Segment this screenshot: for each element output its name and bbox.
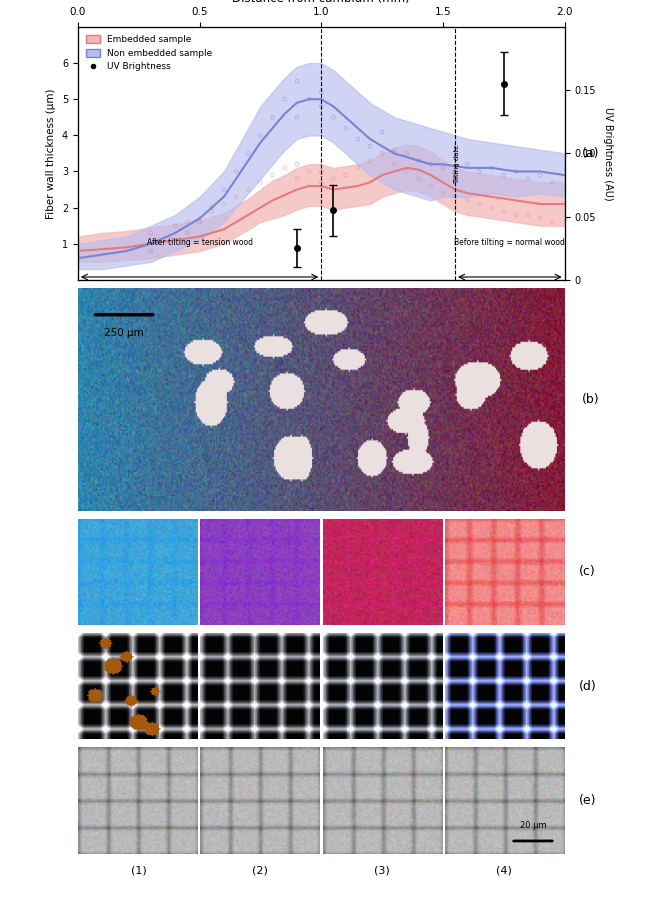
Text: (3): (3) bbox=[374, 866, 390, 876]
Point bbox=[365, 139, 375, 154]
Point bbox=[292, 157, 302, 172]
Text: After tilting = tension wood: After tilting = tension wood bbox=[147, 238, 252, 247]
Point bbox=[231, 164, 241, 179]
Point bbox=[267, 110, 278, 125]
Point bbox=[182, 215, 193, 229]
Point bbox=[498, 168, 509, 182]
Text: 20 μm: 20 μm bbox=[520, 822, 546, 831]
Point bbox=[341, 168, 351, 182]
Point bbox=[437, 161, 448, 175]
Text: (c): (c) bbox=[579, 566, 596, 578]
Point bbox=[316, 164, 326, 179]
Point bbox=[280, 161, 290, 175]
X-axis label: Distance from cambium (mm): Distance from cambium (mm) bbox=[232, 0, 410, 4]
Point bbox=[328, 110, 339, 125]
Point bbox=[255, 175, 265, 189]
Point bbox=[426, 157, 436, 172]
Point bbox=[243, 182, 253, 197]
Point bbox=[487, 200, 497, 215]
Point bbox=[280, 92, 290, 106]
Point bbox=[316, 175, 326, 189]
Point bbox=[462, 193, 472, 207]
Point bbox=[352, 161, 363, 175]
Y-axis label: Fiber wall thickness (μm): Fiber wall thickness (μm) bbox=[46, 88, 56, 219]
Point bbox=[219, 197, 229, 211]
Point bbox=[352, 132, 363, 146]
Text: 250 μm: 250 μm bbox=[104, 328, 144, 338]
Point bbox=[523, 207, 533, 222]
Point bbox=[182, 225, 193, 240]
Point bbox=[328, 172, 339, 186]
Point bbox=[547, 215, 557, 229]
Text: (2): (2) bbox=[252, 866, 268, 876]
Point bbox=[170, 233, 180, 247]
Point bbox=[462, 157, 472, 172]
Point bbox=[487, 161, 497, 175]
Point bbox=[450, 189, 460, 204]
Point bbox=[535, 168, 545, 182]
Point bbox=[474, 197, 485, 211]
Point bbox=[304, 92, 314, 106]
Point bbox=[292, 172, 302, 186]
Point bbox=[498, 204, 509, 218]
Text: Tilting date: Tilting date bbox=[454, 145, 461, 184]
Point bbox=[145, 225, 156, 240]
Point bbox=[243, 146, 253, 161]
Point bbox=[267, 168, 278, 182]
Point bbox=[547, 175, 557, 189]
Text: (b): (b) bbox=[582, 392, 599, 406]
Text: (d): (d) bbox=[579, 680, 596, 692]
Point bbox=[145, 243, 156, 258]
Point bbox=[401, 164, 411, 179]
Point bbox=[170, 218, 180, 233]
Point bbox=[523, 172, 533, 186]
Point bbox=[292, 110, 302, 125]
Point bbox=[474, 164, 485, 179]
Point bbox=[316, 100, 326, 114]
Text: (a): (a) bbox=[582, 147, 599, 160]
Point bbox=[206, 200, 217, 215]
Point bbox=[377, 146, 387, 161]
Point bbox=[450, 164, 460, 179]
Text: (1): (1) bbox=[131, 866, 147, 876]
Point bbox=[365, 154, 375, 168]
Point bbox=[292, 74, 302, 88]
Point bbox=[304, 164, 314, 179]
Point bbox=[341, 121, 351, 136]
Point bbox=[511, 207, 521, 222]
Y-axis label: UV Brightness (AU): UV Brightness (AU) bbox=[602, 107, 613, 200]
Point bbox=[413, 154, 424, 168]
Point bbox=[389, 143, 400, 157]
Point bbox=[401, 146, 411, 161]
Point bbox=[377, 125, 387, 139]
Point bbox=[195, 211, 205, 225]
Point bbox=[206, 204, 217, 218]
Text: Before tilting = normal wood: Before tilting = normal wood bbox=[454, 238, 565, 247]
Point bbox=[426, 179, 436, 193]
Point bbox=[413, 172, 424, 186]
Point bbox=[511, 164, 521, 179]
Point bbox=[219, 182, 229, 197]
Legend: Embedded sample, Non embedded sample, UV Brightness: Embedded sample, Non embedded sample, UV… bbox=[82, 31, 215, 75]
Point bbox=[316, 84, 326, 99]
Point bbox=[231, 189, 241, 204]
Point bbox=[535, 211, 545, 225]
Point bbox=[437, 186, 448, 200]
Point bbox=[255, 128, 265, 143]
Point bbox=[195, 215, 205, 229]
Text: (4): (4) bbox=[496, 866, 511, 876]
Point bbox=[389, 157, 400, 172]
Text: (e): (e) bbox=[579, 794, 596, 807]
